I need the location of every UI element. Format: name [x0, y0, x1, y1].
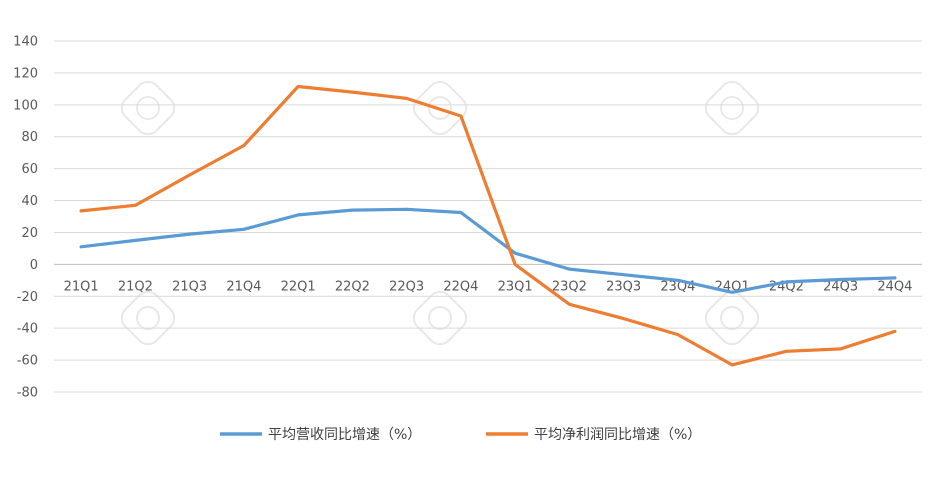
gridlines	[54, 40, 922, 393]
series-lines	[79, 84, 897, 367]
y-tick-label: -20	[17, 290, 38, 305]
y-tick-label: 80	[21, 130, 38, 145]
y-tick-label: 40	[21, 194, 38, 209]
watermark-emblem	[412, 80, 468, 136]
y-tick-label: 100	[13, 98, 38, 113]
legend-label: 平均净利润同比增速（%）	[534, 427, 701, 443]
y-tick-label: 0	[30, 258, 38, 273]
x-tick-label: 21Q3	[172, 279, 207, 294]
watermark-emblem	[412, 290, 468, 346]
y-tick-label: 60	[21, 162, 38, 177]
y-tick-label: 20	[21, 226, 38, 241]
series-line-1	[79, 84, 897, 367]
x-tick-label: 23Q1	[498, 279, 533, 294]
watermark-emblem	[704, 80, 760, 136]
y-tick-label: -80	[17, 386, 38, 401]
x-tick-label: 23Q2	[552, 279, 587, 294]
watermark-emblem	[120, 80, 176, 136]
watermark-emblem	[120, 290, 176, 346]
y-tick-label: -60	[17, 354, 38, 369]
y-tick-label: -40	[17, 322, 38, 337]
x-tick-label: 23Q3	[606, 279, 641, 294]
x-tick-label: 22Q2	[335, 279, 370, 294]
x-tick-label: 21Q1	[64, 279, 99, 294]
x-tick-label: 21Q2	[118, 279, 153, 294]
y-axis-ticks: 140 120 100 80 60 40 20 0 -20 -40 -60 -80	[13, 35, 38, 401]
y-tick-label: 140	[13, 35, 38, 50]
x-tick-label: 24Q3	[823, 279, 858, 294]
x-tick-label: 22Q3	[389, 279, 424, 294]
x-tick-label: 21Q4	[226, 279, 261, 294]
x-tick-label: 22Q1	[281, 279, 316, 294]
x-tick-label: 22Q4	[443, 279, 478, 294]
series-line-0	[79, 207, 897, 294]
y-tick-label: 120	[13, 66, 38, 81]
x-tick-label: 24Q4	[877, 279, 912, 294]
legend: 平均营收同比增速（%） 平均净利润同比增速（%）	[220, 427, 701, 443]
watermark-emblem	[704, 290, 760, 346]
legend-label: 平均营收同比增速（%）	[268, 427, 421, 443]
watermark-layer	[120, 80, 760, 346]
